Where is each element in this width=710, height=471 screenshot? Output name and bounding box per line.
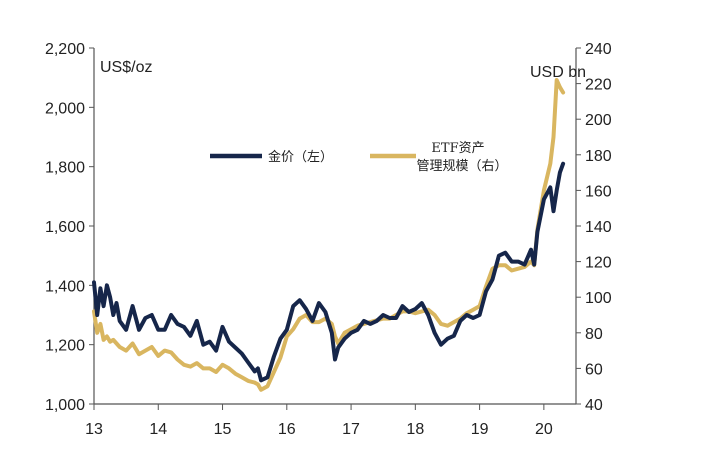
left-tick-label: 2,200 bbox=[45, 41, 85, 58]
right-tick-label: 160 bbox=[585, 183, 612, 200]
right-tick-label: 240 bbox=[585, 41, 612, 58]
legend-label-gold-price: 金价（左） bbox=[268, 149, 333, 165]
right-tick-label: 200 bbox=[585, 112, 612, 129]
legend-label-etf-aum: ETF资产管理规模（右） bbox=[416, 141, 507, 174]
right-axis-unit: USD bn bbox=[530, 64, 586, 81]
left-tick-label: 2,000 bbox=[45, 100, 85, 117]
x-tick-label: 17 bbox=[342, 421, 360, 438]
x-tick-label: 13 bbox=[85, 421, 103, 438]
left-axis-unit: US$/oz bbox=[100, 59, 152, 76]
x-tick-label: 16 bbox=[278, 421, 296, 438]
left-tick-label: 1,400 bbox=[45, 278, 85, 295]
series-layer bbox=[92, 78, 566, 392]
right-tick-label: 60 bbox=[585, 361, 603, 378]
right-tick-label: 220 bbox=[585, 77, 612, 94]
etf-aum-line bbox=[92, 78, 566, 392]
right-tick-label: 80 bbox=[585, 326, 603, 343]
right-tick-label: 40 bbox=[585, 397, 603, 414]
x-tick-label: 18 bbox=[406, 421, 424, 438]
x-tick-label: 20 bbox=[535, 421, 553, 438]
left-tick-label: 1,200 bbox=[45, 338, 85, 355]
left-tick-label: 1,600 bbox=[45, 219, 85, 236]
left-tick-label: 1,800 bbox=[45, 160, 85, 177]
left-tick-label: 1,000 bbox=[45, 397, 85, 414]
right-axis-ticks: 40 60 80 100 120 140 160 180 200 220 240 bbox=[576, 41, 612, 414]
x-axis-ticks: 13 14 15 16 17 18 19 20 bbox=[85, 404, 553, 438]
right-tick-label: 140 bbox=[585, 219, 612, 236]
right-tick-label: 100 bbox=[585, 290, 612, 307]
gold-price-line bbox=[92, 161, 566, 383]
right-tick-label: 180 bbox=[585, 148, 612, 165]
left-axis-ticks: 1,000 1,200 1,400 1,600 1,800 2,000 2,200 bbox=[45, 41, 94, 414]
x-tick-label: 15 bbox=[214, 421, 232, 438]
right-tick-label: 120 bbox=[585, 255, 612, 272]
legend: 金价（左） ETF资产管理规模（右） bbox=[210, 141, 508, 174]
x-tick-label: 19 bbox=[471, 421, 489, 438]
x-tick-label: 14 bbox=[149, 421, 167, 438]
